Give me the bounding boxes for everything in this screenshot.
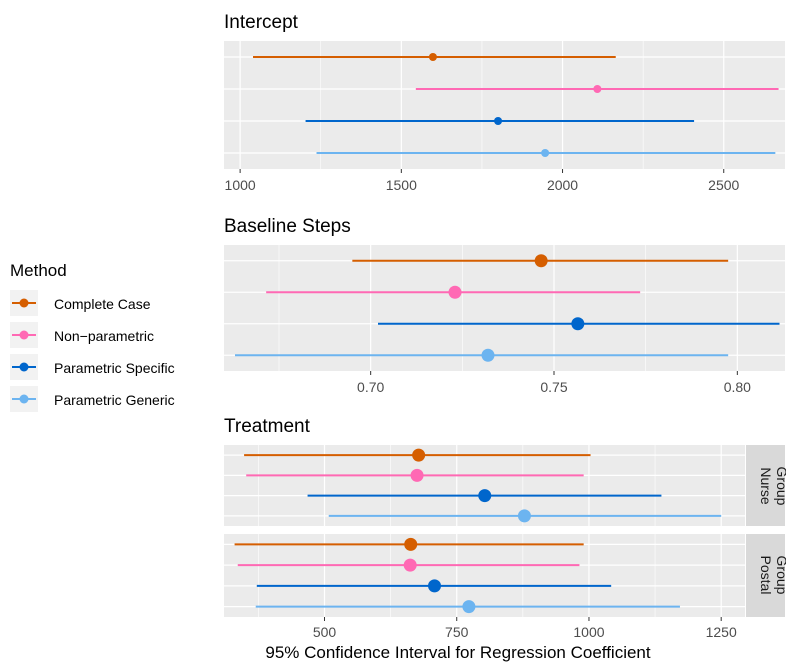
panel-bg-intercept	[224, 41, 785, 169]
facet-bg-nurse-group	[224, 445, 745, 526]
panel-title-treatment: Treatment	[224, 416, 311, 437]
x-tick-label: 1500	[386, 177, 417, 193]
point-estimate-baseline-steps-complete-case	[534, 254, 548, 268]
strip-label-nurse: Nurse	[758, 467, 774, 505]
legend-key-complete-case: Complete Case	[10, 290, 151, 316]
x-tick-label: 750	[445, 624, 469, 640]
legend-point-non-parametric	[19, 330, 29, 340]
legend-key-parametric-generic: Parametric Generic	[10, 386, 175, 412]
strip-label-group: Group	[774, 556, 786, 595]
facet-bg-postal-group	[224, 534, 745, 617]
point-estimate-baseline-steps-parametric-generic	[481, 348, 495, 362]
marks-baseline-steps	[235, 254, 780, 362]
legend-label-parametric-generic: Parametric Generic	[54, 392, 175, 408]
legend-label-complete-case: Complete Case	[54, 296, 151, 312]
point-estimate-treatment-nurse-group-complete-case	[412, 448, 426, 462]
marks-intercept	[253, 53, 779, 157]
x-tick-label: 0.70	[357, 379, 384, 395]
point-estimate-baseline-steps-parametric-specific	[571, 317, 585, 331]
panel-title-baseline-steps: Baseline Steps	[224, 216, 351, 237]
point-estimate-treatment-postal-group-parametric-generic	[462, 600, 476, 614]
x-axis-title: 95% Confidence Interval for Regression C…	[265, 643, 651, 662]
legend-point-complete-case	[19, 298, 29, 308]
x-ticks-baseline-steps: 0.70 0.75 0.80	[357, 371, 751, 395]
marks-treatment	[234, 448, 722, 614]
legend-label-non-parametric: Non−parametric	[54, 328, 154, 344]
x-tick-label: 0.80	[724, 379, 751, 395]
point-estimate-baseline-steps-non-parametric	[448, 285, 462, 299]
point-estimate-treatment-postal-group-non-parametric	[403, 558, 417, 572]
point-estimate-treatment-nurse-group-parametric-specific	[478, 489, 492, 503]
x-tick-label: 0.75	[540, 379, 567, 395]
legend-point-parametric-specific	[19, 362, 29, 372]
legend-point-parametric-generic	[19, 394, 29, 404]
x-tick-label: 1000	[573, 624, 604, 640]
x-ticks-treatment: 500 750 1000 1250	[313, 617, 737, 640]
point-estimate-intercept-parametric-specific	[494, 117, 503, 125]
point-estimate-treatment-nurse-group-non-parametric	[410, 468, 424, 482]
strip-label-group: Group	[774, 467, 786, 506]
legend: Method Complete Case Non−parametric Para…	[10, 261, 175, 412]
legend-key-non-parametric: Non−parametric	[10, 322, 154, 348]
x-tick-label: 2000	[547, 177, 578, 193]
panel-title-intercept: Intercept	[224, 12, 299, 33]
legend-key-parametric-specific: Parametric Specific	[10, 354, 175, 380]
panel-treatment: Treatment Nurse Group Postal Group 500 75…	[224, 416, 786, 662]
panel-intercept: Intercept 1000 1500 2000 2500	[224, 12, 785, 193]
x-tick-label: 1250	[706, 624, 737, 640]
point-estimate-treatment-postal-group-parametric-specific	[428, 579, 442, 593]
point-estimate-intercept-parametric-generic	[541, 149, 550, 157]
strip-postal-group	[746, 534, 785, 617]
x-tick-label: 1000	[225, 177, 256, 193]
x-ticks-intercept: 1000 1500 2000 2500	[225, 169, 740, 193]
legend-label-parametric-specific: Parametric Specific	[54, 360, 175, 376]
point-estimate-treatment-postal-group-complete-case	[404, 537, 418, 551]
x-tick-label: 2500	[708, 177, 739, 193]
point-estimate-intercept-non-parametric	[593, 85, 602, 93]
x-tick-label: 500	[313, 624, 337, 640]
point-estimate-intercept-complete-case	[428, 53, 437, 61]
strip-label-postal: Postal	[758, 556, 774, 595]
panel-bg-baseline-steps	[224, 245, 785, 371]
strip-nurse-group	[746, 445, 785, 526]
legend-title: Method	[10, 261, 67, 280]
panel-baseline-steps: Baseline Steps 0.70 0.75 0.80	[224, 216, 785, 395]
point-estimate-treatment-nurse-group-parametric-generic	[517, 509, 531, 523]
